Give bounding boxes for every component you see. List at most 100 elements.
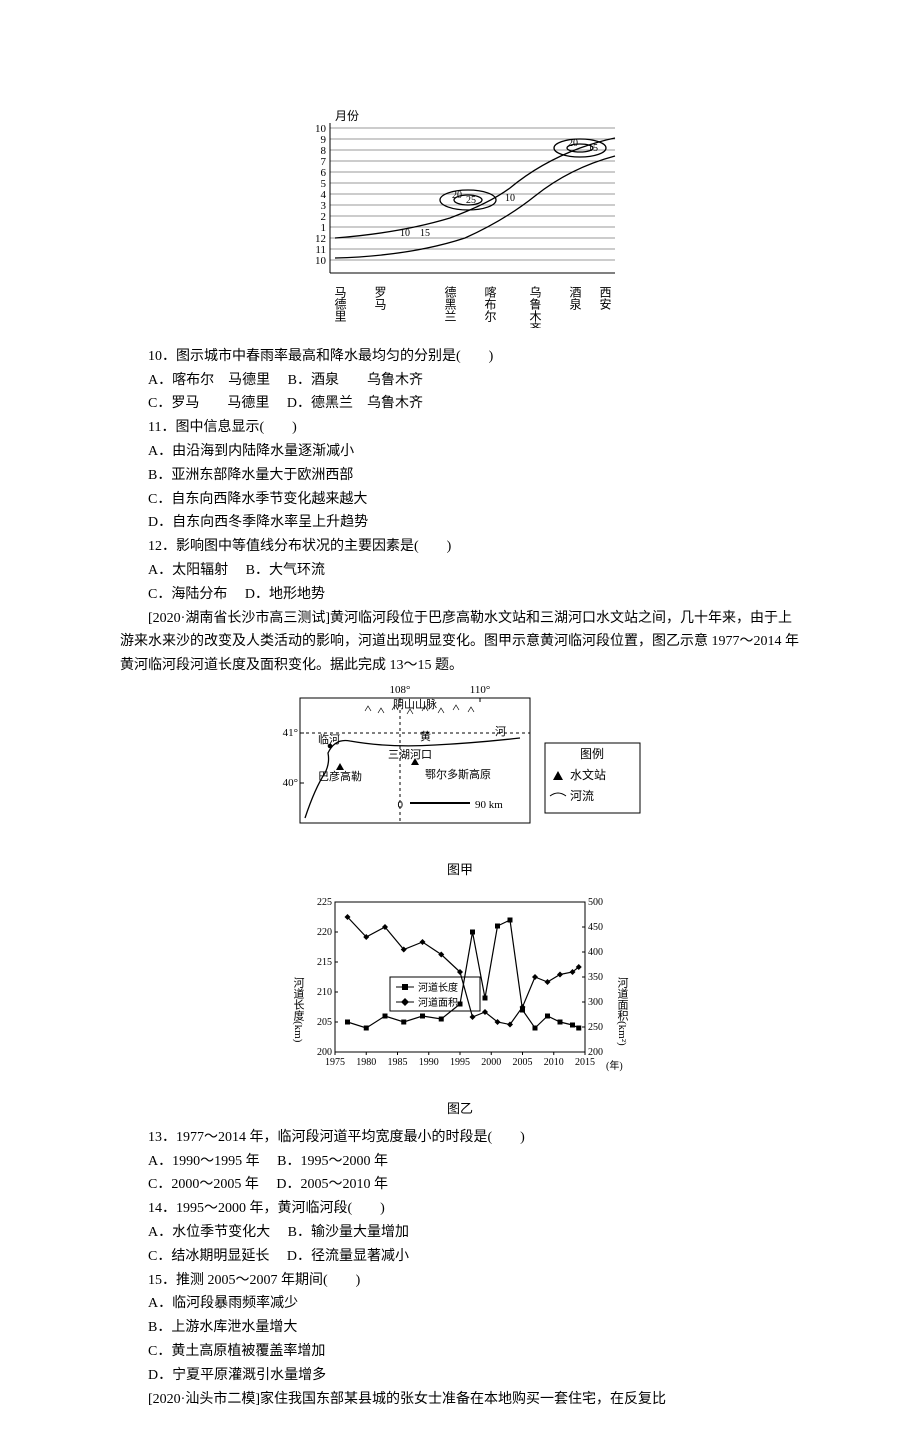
svg-text:220: 220 <box>317 927 332 938</box>
q12-opt-c: C．海陆分布 <box>148 587 227 602</box>
q10-line2: C．罗马 马德里 D．德黑兰 乌鲁木齐 <box>120 392 800 416</box>
q14-line2: C．结冰期明显延长 D．径流量显著减小 <box>120 1245 800 1269</box>
q14-opt-c: C．结冰期明显延长 <box>148 1249 269 1264</box>
svg-text:2000: 2000 <box>481 1057 501 1068</box>
q13-line1: A．1990～1995 年 B．1995～2000 年 <box>120 1150 800 1174</box>
q12-line1: A．太阳辐射 B．大气环流 <box>120 559 800 583</box>
svg-text:1975: 1975 <box>325 1057 345 1068</box>
figure-1: 月份 10 9 8 7 6 5 4 3 2 1 12 11 10 <box>120 108 800 337</box>
svg-text:500: 500 <box>588 897 603 908</box>
svg-text:20: 20 <box>452 190 462 201</box>
q11-opt-d: D．自东向西冬季降水率呈上升趋势 <box>120 511 800 535</box>
svg-text:1990: 1990 <box>419 1057 439 1068</box>
q13-opt-a: A．1990～1995 年 <box>148 1154 260 1169</box>
context-2: [2020·湖南省长沙市高三测试]黄河临河段位于巴彦高勒水文站和三湖河口水文站之… <box>120 607 800 678</box>
svg-text:250: 250 <box>588 1022 603 1033</box>
q11-stem: 11．图中信息显示( ) <box>120 416 800 440</box>
svg-text:10: 10 <box>400 228 410 239</box>
q13-line2: C．2000～2005 年 D．2005～2010 年 <box>120 1173 800 1197</box>
q12-opt-d: D．地形地势 <box>245 587 325 602</box>
svg-text:酒泉: 酒泉 <box>568 286 582 310</box>
svg-text:10: 10 <box>315 255 327 267</box>
q15-opt-d: D．宁夏平原灌溉引水量增多 <box>120 1364 800 1388</box>
q13-stem: 13．1977～2014 年，临河段河道平均宽度最小的时段是( ) <box>120 1126 800 1150</box>
contour-chart-svg: 月份 10 9 8 7 6 5 4 3 2 1 12 11 10 <box>280 108 640 328</box>
q12-opt-a: A．太阳辐射 <box>148 563 228 578</box>
map-svg: 108° 110° 41° 40° 阴山山脉 临 <box>270 678 650 848</box>
svg-text:乌鲁木齐: 乌鲁木齐 <box>528 285 542 328</box>
svg-text:0: 0 <box>398 799 404 811</box>
q12-opt-b: B．大气环流 <box>246 563 325 578</box>
svg-text:225: 225 <box>317 897 332 908</box>
svg-text:300: 300 <box>588 997 603 1008</box>
chart-svg: 河道长度(km) 河道面积(km²) 225220215210205200 50… <box>280 887 640 1087</box>
svg-text:2005: 2005 <box>513 1057 533 1068</box>
q14-stem: 14．1995～2000 年，黄河临河段( ) <box>120 1197 800 1221</box>
svg-text:10: 10 <box>505 193 515 204</box>
svg-text:400: 400 <box>588 947 603 958</box>
svg-text:2010: 2010 <box>544 1057 564 1068</box>
figure-chart: 河道长度(km) 河道面积(km²) 225220215210205200 50… <box>120 887 800 1120</box>
q14-opt-a: A．水位季节变化大 <box>148 1225 270 1240</box>
chart-caption: 图乙 <box>120 1098 800 1120</box>
q10-stem: 10．图示城市中春雨率最高和降水最均匀的分别是( ) <box>120 345 800 369</box>
svg-text:2015: 2015 <box>575 1057 595 1068</box>
q12-stem: 12．影响图中等值线分布状况的主要因素是( ) <box>120 535 800 559</box>
fig1-axis-label: 月份 <box>335 109 359 123</box>
svg-text:马德里: 马德里 <box>333 286 347 322</box>
chart-x-label: (年) <box>606 1059 623 1072</box>
svg-text:108°: 108° <box>390 684 411 696</box>
context-3: [2020·汕头市二模]家住我国东部某县城的张女士准备在本地购买一套住宅，在反复… <box>120 1388 800 1412</box>
svg-text:215: 215 <box>317 957 332 968</box>
svg-text:1985: 1985 <box>388 1057 408 1068</box>
eerduosi-label: 鄂尔多斯高原 <box>425 767 491 781</box>
q15-stem: 15．推测 2005～2007 年期间( ) <box>120 1269 800 1293</box>
svg-text:15: 15 <box>588 143 598 154</box>
q13-opt-b: B．1995～2000 年 <box>277 1154 388 1169</box>
q15-opt-a: A．临河段暴雨频率减少 <box>120 1292 800 1316</box>
bayan-label: 巴彦高勒 <box>318 769 362 783</box>
q10-opt-a: A．喀布尔 马德里 <box>148 373 270 388</box>
q14-opt-d: D．径流量显著减小 <box>287 1249 409 1264</box>
q14-line1: A．水位季节变化大 B．输沙量大量增加 <box>120 1221 800 1245</box>
figure-map: 108° 110° 41° 40° 阴山山脉 临 <box>120 678 800 881</box>
svg-text:西安: 西安 <box>598 286 612 310</box>
svg-text:350: 350 <box>588 972 603 983</box>
q11-opt-c: C．自东向西降水季节变化越来越大 <box>120 488 800 512</box>
legend-len-marker-icon <box>402 984 408 990</box>
q15-opt-c: C．黄土高原植被覆盖率增加 <box>120 1340 800 1364</box>
q10-opt-d: D．德黑兰 乌鲁木齐 <box>287 396 423 411</box>
svg-text:水文站: 水文站 <box>570 767 606 782</box>
linhe-label: 临河 <box>318 732 340 746</box>
svg-text:图例: 图例 <box>580 747 604 761</box>
svg-text:河流: 河流 <box>570 789 594 803</box>
svg-text:41°: 41° <box>283 727 298 739</box>
he-label: 河 <box>495 725 506 738</box>
svg-text:河道面积: 河道面积 <box>418 996 458 1009</box>
q14-opt-b: B．输沙量大量增加 <box>288 1225 409 1240</box>
q12-line2: C．海陆分布 D．地形地势 <box>120 583 800 607</box>
q10-line1: A．喀布尔 马德里 B．酒泉 乌鲁木齐 <box>120 369 800 393</box>
svg-text:110°: 110° <box>470 684 491 696</box>
svg-text:205: 205 <box>317 1017 332 1028</box>
q13-opt-c: C．2000～2005 年 <box>148 1177 259 1192</box>
q13-opt-d: D．2005～2010 年 <box>276 1177 388 1192</box>
chart-left-label: 河道长度(km) <box>292 977 305 1043</box>
svg-text:40°: 40° <box>283 777 298 789</box>
svg-text:90 km: 90 km <box>475 799 503 811</box>
svg-text:河道长度: 河道长度 <box>418 981 458 994</box>
svg-text:450: 450 <box>588 922 603 933</box>
q10-opt-b: B．酒泉 乌鲁木齐 <box>288 373 423 388</box>
q15-opt-b: B．上游水库泄水量增大 <box>120 1316 800 1340</box>
huang-label: 黄 <box>420 729 431 743</box>
svg-text:罗马: 罗马 <box>373 286 387 310</box>
svg-text:15: 15 <box>420 228 430 239</box>
svg-text:1995: 1995 <box>450 1057 470 1068</box>
q11-opt-a: A．由沿海到内陆降水量逐渐减小 <box>120 440 800 464</box>
svg-text:喀布尔: 喀布尔 <box>483 286 497 322</box>
svg-text:德黑兰: 德黑兰 <box>443 285 457 322</box>
svg-text:210: 210 <box>317 987 332 998</box>
map-legend: 图例 水文站 河流 <box>545 743 640 813</box>
chart-right-label: 河道面积(km²) <box>616 977 629 1046</box>
map-caption: 图甲 <box>120 859 800 881</box>
